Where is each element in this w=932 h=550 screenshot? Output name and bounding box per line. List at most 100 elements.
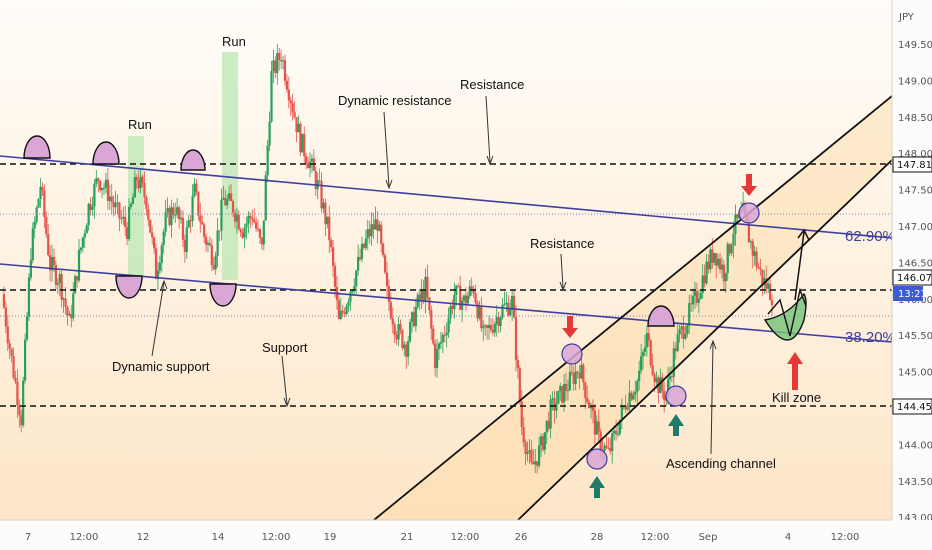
candle-body [41,186,44,191]
candle-body [280,60,283,62]
candle-body [472,288,475,294]
x-tick-label: 28 [591,532,604,543]
candle-body [563,384,566,403]
candle-body [278,52,281,61]
candle-body [493,323,496,333]
candle-body [616,433,620,435]
candle-body [255,222,258,229]
candle-body [43,190,46,218]
candle-body [191,196,194,221]
candle-body [291,103,294,113]
candle-body [79,247,83,251]
candle-body [572,372,575,384]
candle-body [193,183,196,197]
candle-body [187,220,190,228]
candle-body [593,410,596,435]
candle-body [378,224,381,231]
resistance-price-tag [892,156,932,173]
candle-body [306,163,310,169]
candle-body [586,398,589,403]
candle-body [349,292,352,302]
candle-body [116,202,119,204]
touch-arcs [23,135,675,327]
x-tick-label: 26 [515,532,528,543]
candle-body [628,392,631,408]
candle-body [536,461,539,466]
countdown-tag [893,286,923,301]
candle-body [705,261,708,284]
candle-body [310,158,314,162]
candle-body [93,183,96,207]
x-tick-labels: 7 12:00 12 14 12:00 19 21 12:00 26 28 12:00 Sep 4 12:… [25,532,860,543]
candle-body [322,202,325,209]
pointer-resistance-2 [559,253,567,292]
candle-body [337,299,340,319]
candle-body [47,234,50,256]
label-dynamic-support: Dynamic support [112,359,210,374]
red-arrows [562,174,803,390]
candle-body [709,249,712,270]
candle-body [166,207,169,213]
candle-body [226,199,229,206]
x-tick-label: 12 [137,532,150,543]
candle-body [711,249,714,263]
candle-body [328,216,331,241]
x-tick-label: 7 [25,532,31,543]
candle-body [235,214,238,222]
candle-body [185,227,188,252]
candle-body [486,325,489,328]
channel-upper-line [373,95,893,521]
candle-body [549,399,552,429]
green-arrow-up-2 [668,414,684,436]
candle-body [445,332,448,336]
pointer-ascending-channel [709,339,717,455]
candle-body [464,295,468,304]
candle-body [366,229,369,239]
candle-body [285,80,288,90]
candle-body [129,204,133,207]
candle-body [52,256,56,266]
x-tick-label: 21 [401,532,414,543]
candle-body [33,221,36,229]
candle-body [108,196,111,201]
candle-body [137,180,140,189]
candle-body [501,305,504,318]
candle-body [528,450,531,453]
run-zone-1 [128,136,144,276]
candle-body [158,262,161,271]
touch-circle-2 [586,448,608,470]
candle-body [64,298,67,307]
candle-body [670,376,673,378]
touch-arc-bottom-2 [209,283,237,307]
candle-body [114,202,117,208]
candle-body [6,326,9,344]
y-tick-label: 149.000 [898,76,932,87]
candle-body [728,243,731,254]
candle-body [418,294,421,300]
candle-body [470,286,473,289]
candle-body [437,343,441,350]
candle-body [520,401,523,428]
support-price-tag [892,398,932,415]
time-axis[interactable] [0,520,932,550]
candle-body [649,340,652,366]
candle-body [659,377,662,394]
candle-body [614,430,618,435]
candle-body [541,436,545,450]
candle-body [484,325,487,327]
touch-arc-top-3 [180,149,206,171]
candle-body [139,176,142,189]
countdown-text: 13:21 [898,289,927,300]
candle-body [208,242,211,246]
candle-body [106,179,109,201]
candle-body [353,286,356,291]
candle-body [570,371,573,373]
candle-body [430,310,433,329]
candle-body [389,302,392,319]
candle-body [666,379,670,397]
candle-body [297,123,300,133]
candle-body [152,237,156,249]
candle-body [434,343,437,369]
candle-body [707,261,710,270]
candle-body [293,112,296,118]
